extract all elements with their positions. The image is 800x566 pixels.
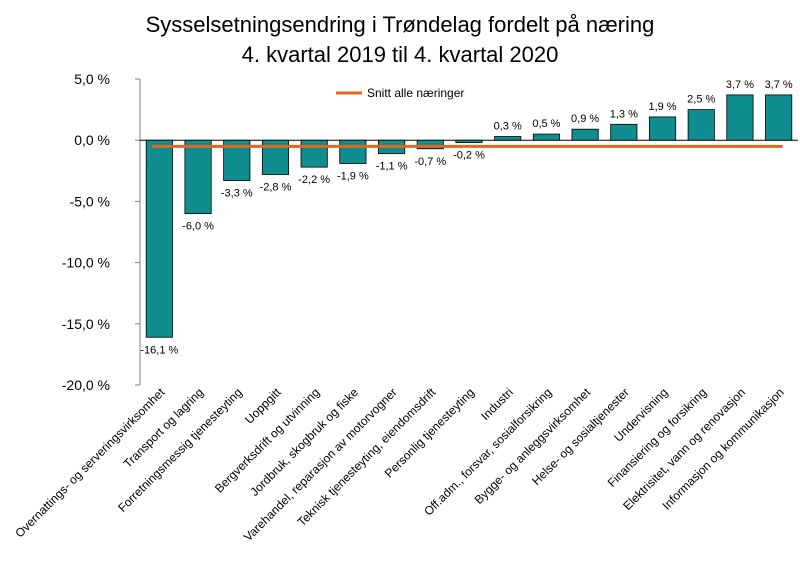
- y-tick-label: 5,0 %: [74, 71, 110, 87]
- y-tick-label: -15,0 %: [62, 316, 110, 332]
- data-label: 2,5 %: [687, 94, 715, 106]
- data-label: -1,9 %: [337, 170, 369, 182]
- data-label: -0,2 %: [453, 150, 485, 162]
- bar: [726, 94, 754, 141]
- y-tick-label: 0,0 %: [74, 132, 110, 148]
- chart-title: Sysselsetningsendring i Trøndelag fordel…: [146, 12, 655, 37]
- data-label: -2,2 %: [298, 174, 330, 186]
- legend-label: Snitt alle næringer: [367, 86, 464, 100]
- y-tick-label: -5,0 %: [70, 193, 110, 209]
- bar: [145, 139, 173, 338]
- bar: [687, 109, 715, 141]
- data-label: 1,9 %: [648, 101, 676, 113]
- bar: [571, 128, 599, 141]
- data-label: 3,7 %: [765, 79, 793, 91]
- bars: [145, 94, 793, 338]
- bar: [765, 94, 793, 141]
- y-tick-label: -10,0 %: [62, 255, 110, 271]
- category-label: Industri: [478, 385, 516, 423]
- data-label: 0,9 %: [571, 113, 599, 125]
- data-label: -2,8 %: [260, 181, 292, 193]
- bar: [532, 133, 560, 141]
- category-label: Teknisk tjenesteyting, eiendomsdrift: [295, 385, 439, 529]
- chart-subtitle: 4. kvartal 2019 til 4. kvartal 2020: [242, 42, 559, 67]
- data-label: -6,0 %: [182, 221, 214, 233]
- data-label: -1,1 %: [376, 161, 408, 173]
- legend: Snitt alle næringer: [336, 86, 464, 100]
- data-label: 0,5 %: [532, 118, 560, 130]
- bar: [300, 139, 328, 168]
- bar: [648, 116, 677, 141]
- bar: [184, 139, 212, 215]
- data-labels: -16,1 % -6,0 % -3,3 % -2,8 % -2,2 % -1,9 % -1,…: [140, 79, 793, 356]
- data-label: -0,7 %: [414, 156, 446, 168]
- category-labels: Overnattings- og serveringsvirksomhetTra…: [12, 385, 786, 544]
- data-label: 3,7 %: [726, 79, 754, 91]
- data-label: 1,3 %: [610, 108, 638, 120]
- bar: [339, 139, 367, 164]
- data-label: 0,3 %: [494, 121, 522, 133]
- y-tick-label: -20,0 %: [62, 377, 110, 393]
- bar: [610, 123, 638, 141]
- bar: [494, 136, 522, 141]
- category-label: Overnattings- og serveringsvirksomhet: [12, 385, 168, 541]
- bar: [416, 139, 444, 150]
- data-label: -16,1 %: [140, 344, 178, 356]
- data-label: -3,3 %: [221, 188, 253, 200]
- bar: [455, 139, 483, 144]
